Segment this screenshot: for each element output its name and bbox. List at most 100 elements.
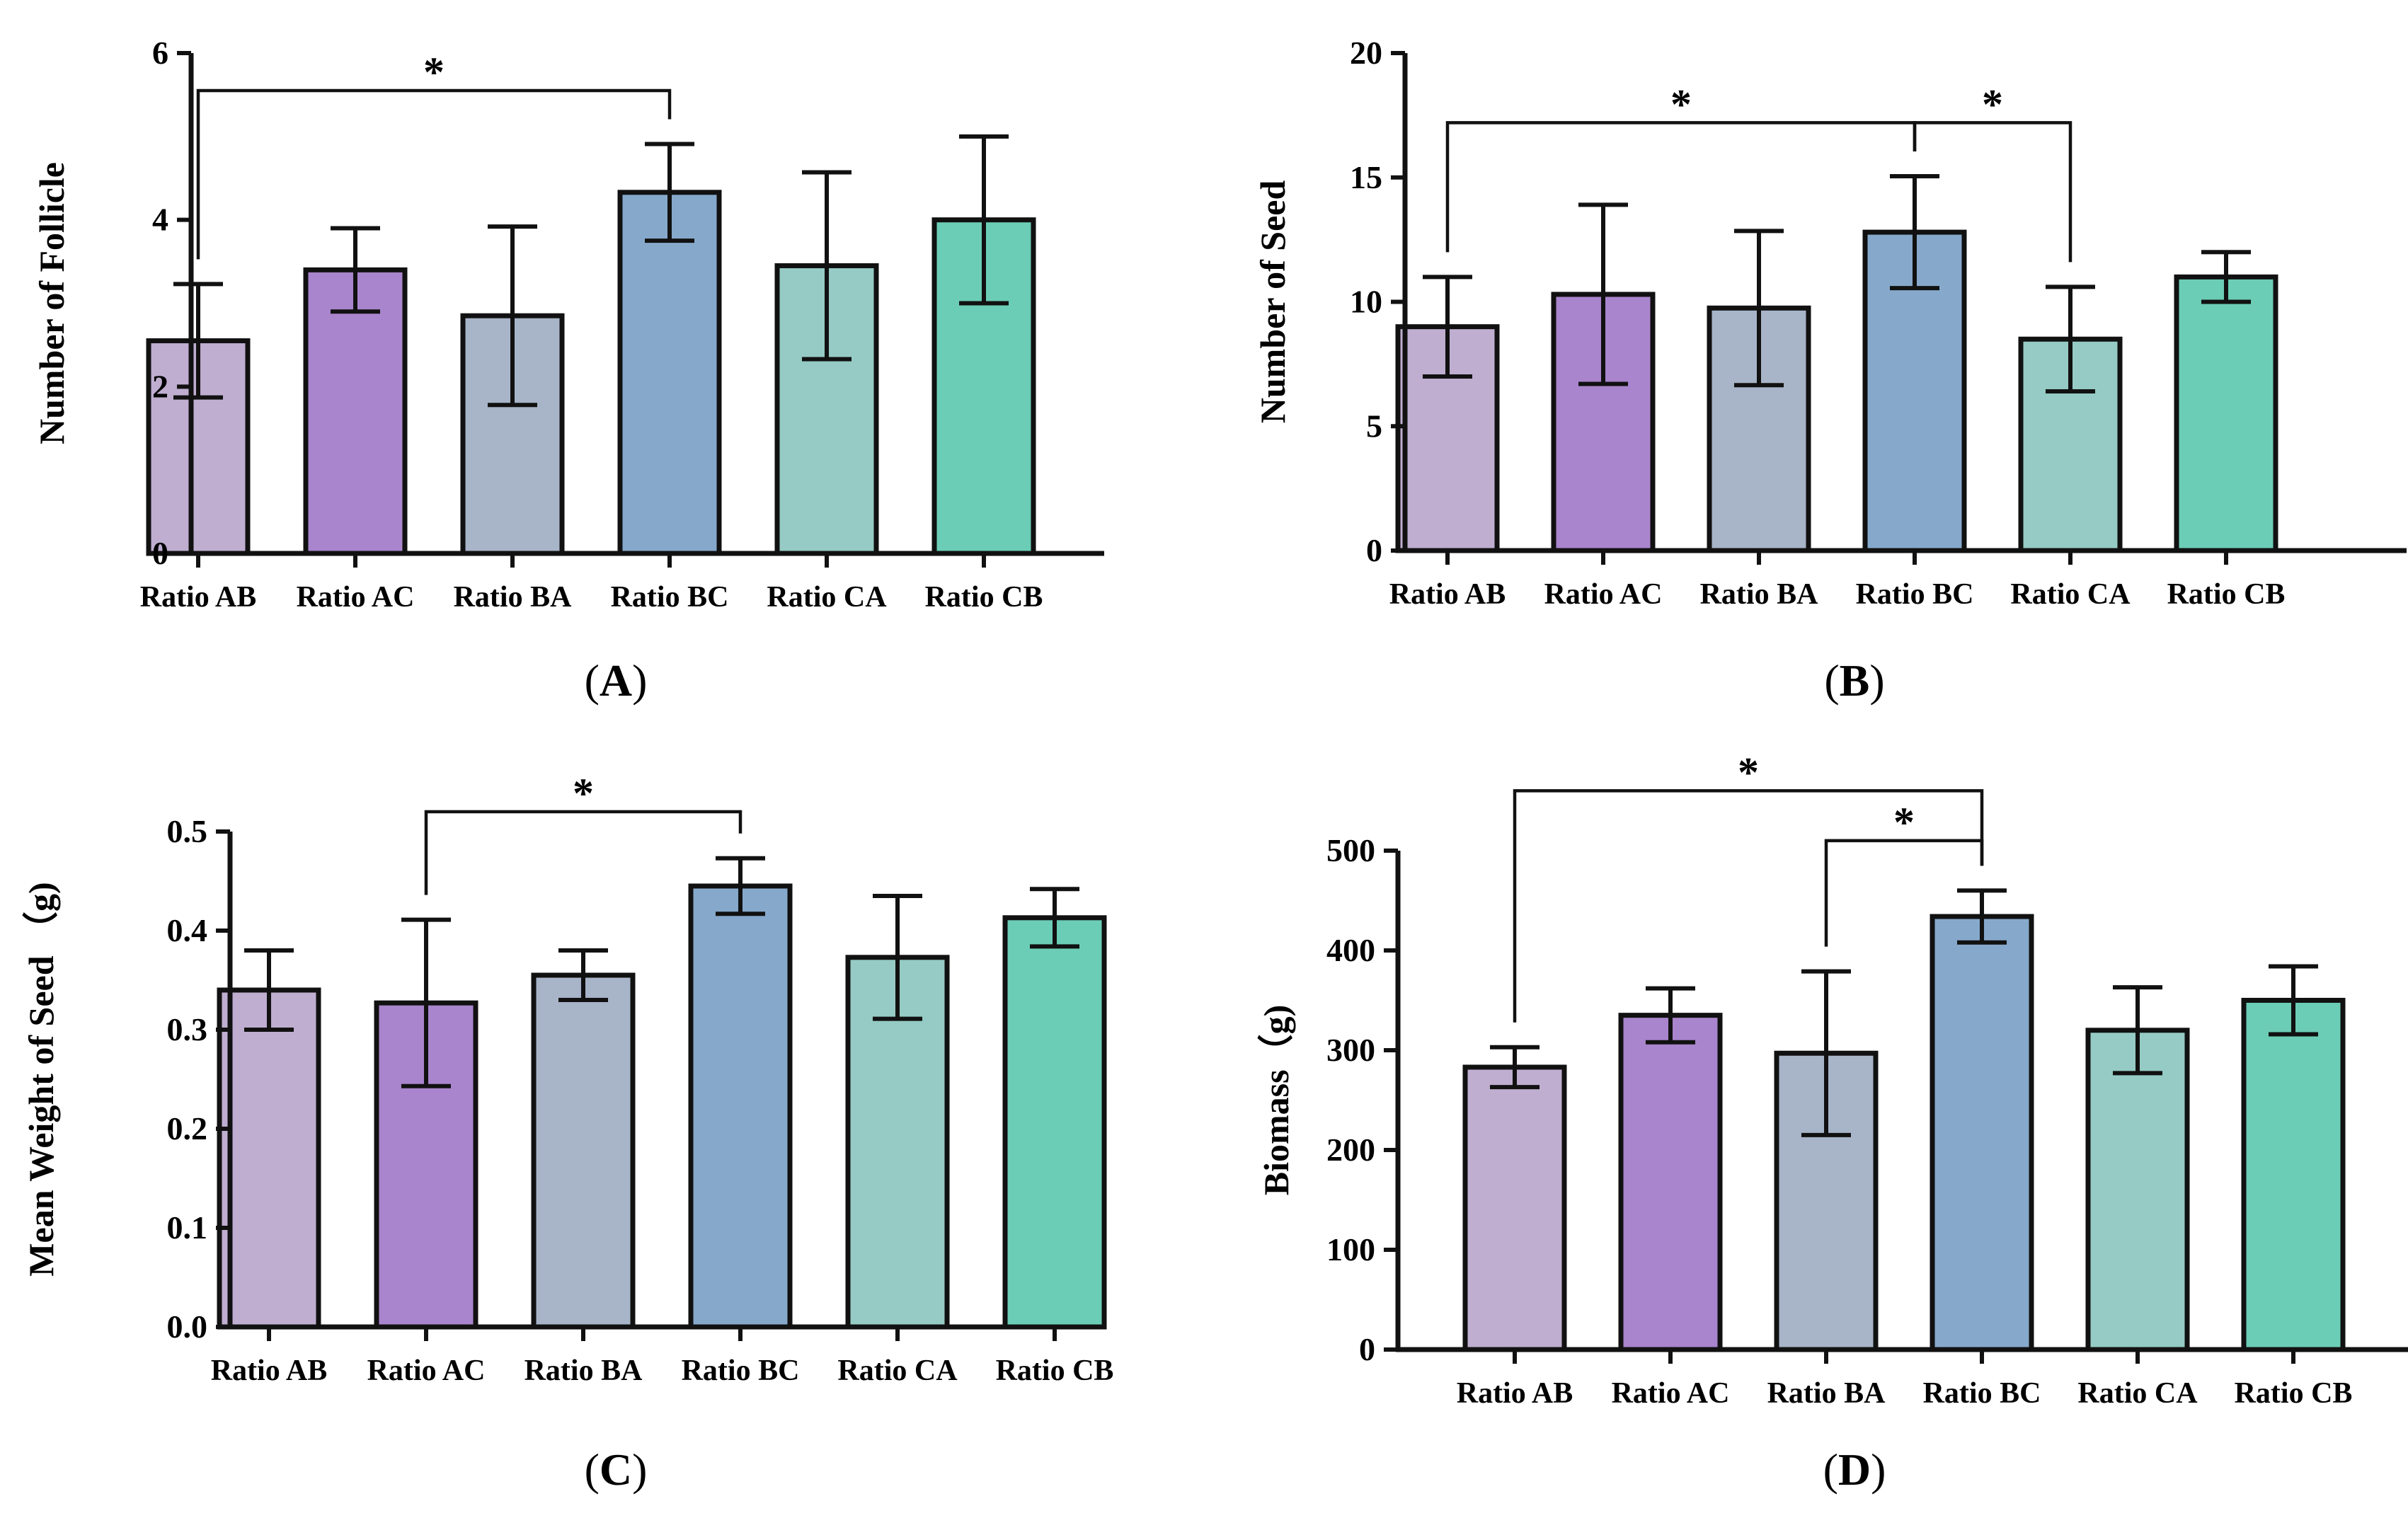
bar-c-1 xyxy=(217,987,321,1330)
x-tick-label-d: Ratio CB xyxy=(2235,1377,2353,1410)
significance-bracket-d-2 xyxy=(1824,839,1984,947)
significance-bracket-b-1 xyxy=(1445,121,1917,253)
x-tick-label-b: Ratio AC xyxy=(1544,578,1663,611)
error-bar-a-5 xyxy=(802,170,852,362)
error-bar-b-2 xyxy=(1578,202,1628,386)
panel-letter-c: C xyxy=(599,1444,633,1495)
y-tick-label-a: 2 xyxy=(152,368,168,404)
error-bar-c-5 xyxy=(873,894,922,1021)
error-bar-a-6 xyxy=(959,134,1009,306)
x-tick-label-b: Ratio CB xyxy=(2167,578,2286,611)
x-tick-label-d: Ratio BA xyxy=(1767,1377,1886,1410)
significance-bracket-c-1 xyxy=(424,810,743,895)
y-tick-label-d: 300 xyxy=(1326,1032,1375,1068)
x-tick-label-a: Ratio AC xyxy=(297,581,415,614)
error-bar-a-4 xyxy=(645,142,694,243)
y-tick-label-c: 0.5 xyxy=(167,813,208,849)
error-bar-a-2 xyxy=(331,226,380,314)
x-tick-label-c: Ratio CA xyxy=(837,1355,958,1387)
bar-d-4 xyxy=(1930,914,2034,1352)
panel-label-b: (B) xyxy=(1824,655,1885,706)
y-tick-label-d: 0 xyxy=(1359,1331,1375,1367)
significance-star-a-1: * xyxy=(423,49,445,96)
error-bar-b-3 xyxy=(1734,229,1784,388)
y-tick-label-b: 15 xyxy=(1350,159,1382,195)
significance-star-b-1: * xyxy=(1670,81,1692,127)
significance-bracket-line xyxy=(1913,121,2072,263)
panel-letter-d: D xyxy=(1837,1444,1871,1495)
significance-bracket-a-1 xyxy=(196,88,672,260)
error-bar-d-4 xyxy=(1957,888,2007,945)
panel-c: 0.0 0.1 0.2 0.3 0.4 0.5 Ratio AB Ratio AC Ratio … xyxy=(0,757,1203,1518)
y-tick-label-b: 20 xyxy=(1350,35,1382,71)
x-tick-label-a: Ratio BC xyxy=(611,581,729,614)
x-tick-label-d: Ratio AB xyxy=(1457,1377,1573,1410)
x-tick-label-a: Ratio BA xyxy=(454,581,573,614)
significance-bracket-line xyxy=(424,810,743,895)
panel-label-a: (A) xyxy=(584,655,648,706)
significance-star-c-1: * xyxy=(573,770,594,817)
bar-c-4 xyxy=(688,883,793,1330)
y-tick-label-b: 5 xyxy=(1366,408,1382,444)
y-tick-label-d: 100 xyxy=(1326,1231,1375,1267)
error-bar-b-4 xyxy=(1890,173,1939,291)
error-bar-c-4 xyxy=(716,856,765,916)
y-axis-title-c: Mean Weight of Seed （g) xyxy=(21,882,61,1276)
chart-d: 0 100 200 300 400 500 Ratio AB Ratio AC Ratio BA… xyxy=(1256,749,2408,1410)
x-tick-label-b: Ratio CA xyxy=(2010,578,2131,611)
y-axis-title-d: Biomass（g) xyxy=(1256,1005,1296,1195)
chart-a: 0 2 4 6 Ratio AB Ratio AC Ratio BA Ratio BC Rati… xyxy=(32,35,1104,614)
bar-d-2 xyxy=(1618,1013,1723,1352)
error-bar-c-6 xyxy=(1030,887,1079,949)
panel-letter-a: A xyxy=(599,655,633,706)
panel-b: 0 5 10 15 20 Ratio AB Ratio AC Ratio BA Ratio BC… xyxy=(1203,0,2408,757)
y-tick-label-b: 10 xyxy=(1350,284,1382,320)
x-tick-label-d: Ratio CA xyxy=(2077,1377,2198,1410)
significance-bracket-d-1 xyxy=(1513,789,1984,1023)
y-tick-label-d: 400 xyxy=(1326,932,1375,968)
y-tick-label-d: 500 xyxy=(1326,832,1375,868)
x-tick-label-d: Ratio BC xyxy=(1923,1377,2041,1410)
significance-bracket-line xyxy=(1513,789,1984,1023)
bar-b-6 xyxy=(2174,274,2278,553)
y-tick-label-c: 0.2 xyxy=(167,1110,208,1146)
error-bar-a-1 xyxy=(173,282,223,400)
x-tick-label-c: Ratio AB xyxy=(211,1355,328,1387)
error-bar-d-6 xyxy=(2269,964,2318,1037)
significance-star-d-1: * xyxy=(1738,749,1759,795)
bar-d-1 xyxy=(1462,1064,1567,1352)
y-axis-title-a: Number of Follicle xyxy=(32,162,71,444)
y-axis-title-b: Number of Seed xyxy=(1253,180,1292,424)
error-bar-b-1 xyxy=(1423,275,1472,379)
significance-star-b-2: * xyxy=(1982,81,2003,127)
x-tick-label-c: Ratio BA xyxy=(524,1355,643,1387)
y-tick-label-a: 4 xyxy=(152,202,168,238)
error-bar-a-3 xyxy=(488,224,537,408)
y-tick-label-c: 0.1 xyxy=(167,1209,208,1246)
significance-bracket-line xyxy=(1824,839,1984,947)
x-tick-label-a: Ratio CB xyxy=(925,581,1043,614)
x-tick-label-a: Ratio CA xyxy=(767,581,887,614)
y-tick-label-c: 0.0 xyxy=(167,1309,208,1345)
significance-bracket-b-2 xyxy=(1913,121,2072,263)
error-bar-b-6 xyxy=(2201,250,2251,304)
bar-d-5 xyxy=(2085,1028,2190,1352)
chart-c: 0.0 0.1 0.2 0.3 0.4 0.5 Ratio AB Ratio AC Ratio … xyxy=(21,770,1114,1387)
y-tick-label-b: 0 xyxy=(1366,532,1382,568)
x-tick-label-c: Ratio BC xyxy=(682,1355,800,1387)
error-bar-b-5 xyxy=(2046,284,2095,394)
error-bar-c-3 xyxy=(558,948,608,1002)
x-tick-label-a: Ratio AB xyxy=(140,581,257,614)
bar-a-4 xyxy=(617,190,722,556)
x-tick-label-c: Ratio CB xyxy=(996,1355,1114,1387)
error-bar-c-1 xyxy=(244,948,294,1032)
x-tick-label-c: Ratio AC xyxy=(367,1355,486,1387)
x-tick-label-b: Ratio BC xyxy=(1856,578,1974,611)
panel-letter-b: B xyxy=(1839,655,1870,706)
error-bar-d-1 xyxy=(1490,1045,1540,1090)
bar-c-6 xyxy=(1002,915,1107,1330)
x-tick-label-b: Ratio AB xyxy=(1389,578,1506,611)
y-tick-label-c: 0.4 xyxy=(167,912,208,948)
error-bar-d-3 xyxy=(1801,969,1851,1137)
significance-star-d-2: * xyxy=(1893,799,1915,846)
